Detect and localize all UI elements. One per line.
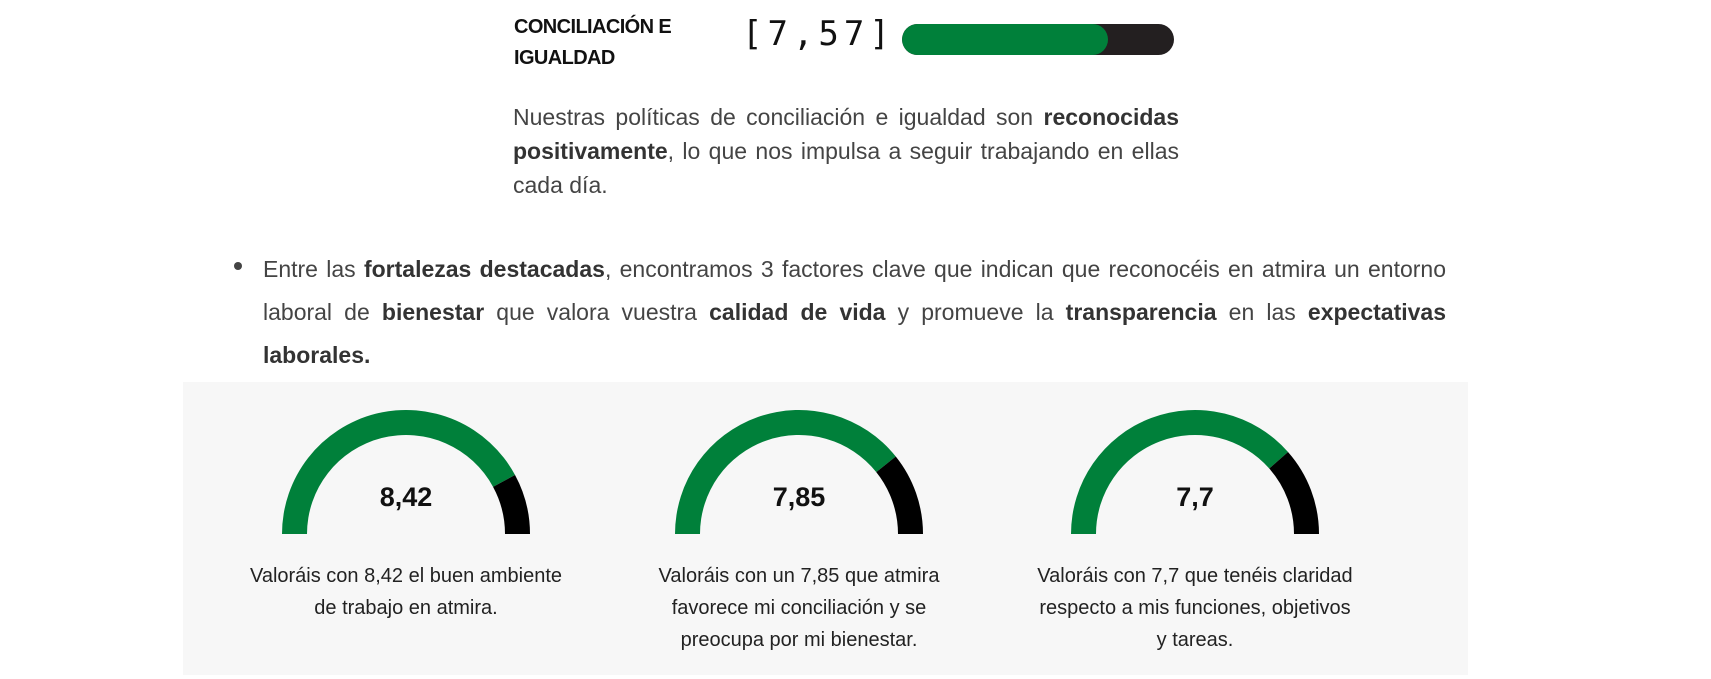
bullet-dot [234, 262, 242, 270]
text: que valora vuestra [484, 299, 710, 325]
gauge-fill [1071, 410, 1289, 534]
bold-text: transparencia [1065, 299, 1217, 325]
gauge-arc [1071, 410, 1319, 534]
text: , lo que nos impulsa a seguir trabajando… [513, 138, 1179, 198]
gauge-arc [282, 410, 530, 534]
section-score: [7,57] [742, 14, 895, 54]
gauge-arc [675, 410, 923, 534]
gauge-fill [282, 410, 516, 534]
score-progress-bar [902, 24, 1174, 55]
gauge-ambiente: 8,42 Valoráis con 8,42 el buen ambiente … [226, 382, 586, 675]
gauge-fill [675, 410, 896, 534]
gauge-caption: Valoráis con 7,7 que tenéis claridad res… [1037, 565, 1353, 651]
gauge-remainder [876, 456, 923, 534]
bold-text: calidad de vida [709, 299, 886, 325]
gauge-value: 7,85 [772, 482, 826, 512]
bold-text: expectativas laborales. [263, 299, 1446, 368]
gauge-claridad: 7,7 Valoráis con 7,7 que tenéis claridad… [1015, 382, 1375, 675]
text: en las [1216, 299, 1308, 325]
gauge-conciliacion: 7,85 Valoráis con un 7,85 que atmira fav… [619, 382, 979, 675]
gauge-value: 7,7 [1176, 482, 1214, 512]
strengths-bullet: Entre las fortalezas destacadas, encontr… [263, 248, 1446, 377]
gauge-caption: Valoráis con un 7,85 que atmira favorece… [658, 565, 940, 651]
gauge-caption: Valoráis con 8,42 el buen ambiente de tr… [249, 565, 563, 619]
gauge-remainder [493, 474, 530, 534]
section-description: Nuestras políticas de conciliación e igu… [513, 100, 1179, 202]
gauge-remainder [1269, 451, 1319, 534]
text: Nuestras políticas de conciliación e igu… [513, 104, 1044, 130]
section-title: CONCILIACIÓN E IGUALDAD [514, 16, 672, 69]
bold-text: bienestar [381, 299, 485, 325]
text: , encontramos 3 factores clave que indic… [263, 256, 1447, 325]
score-progress-fill [902, 24, 1108, 55]
text: y promueve la [885, 299, 1066, 325]
bold-text: fortalezas destacadas [363, 256, 605, 282]
gauge-value: 8,42 [379, 482, 433, 512]
text: Entre las [263, 256, 364, 282]
bold-text: reconocidas positivamente [513, 104, 1179, 164]
gauges-panel: 8,42 Valoráis con 8,42 el buen ambiente … [183, 382, 1468, 675]
